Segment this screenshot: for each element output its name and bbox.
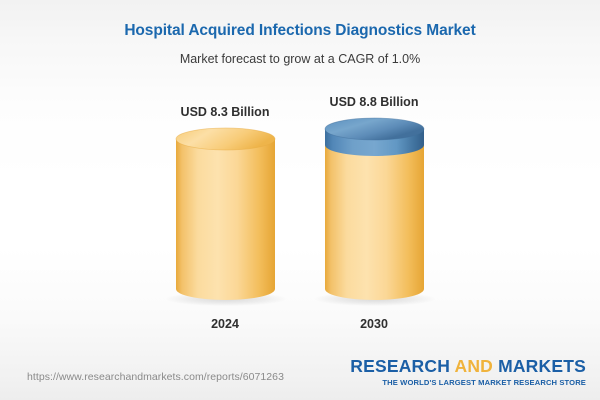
brand-word-markets: MARKETS: [498, 356, 586, 376]
value-label-2024: USD 8.3 Billion: [180, 105, 270, 119]
bar-group-2024[interactable]: [175, 127, 276, 300]
source-url[interactable]: https://www.researchandmarkets.com/repor…: [27, 371, 284, 383]
bar-cylinder-2030[interactable]: [324, 117, 425, 300]
brand-word-and: AND: [454, 356, 493, 376]
bar-group-2030[interactable]: [324, 117, 425, 300]
plot-area: USD 8.3 Billion 2024: [166, 95, 435, 331]
brand-word-research: RESEARCH: [350, 356, 451, 376]
value-label-2030: USD 8.8 Billion: [329, 95, 419, 109]
category-label-2024: 2024: [211, 317, 239, 331]
brand-logo[interactable]: RESEARCH AND MARKETS THE WORLD'S LARGEST…: [350, 356, 586, 387]
chart-subtitle: Market forecast to grow at a CAGR of 1.0…: [179, 52, 421, 66]
brand-wordmark: RESEARCH AND MARKETS: [350, 356, 586, 376]
bar-cylinder-2024[interactable]: [175, 127, 276, 300]
chart-title: Hospital Acquired Infections Diagnostics…: [124, 22, 476, 39]
brand-tagline: THE WORLD'S LARGEST MARKET RESEARCH STOR…: [382, 377, 586, 387]
category-label-2030: 2030: [360, 317, 388, 331]
